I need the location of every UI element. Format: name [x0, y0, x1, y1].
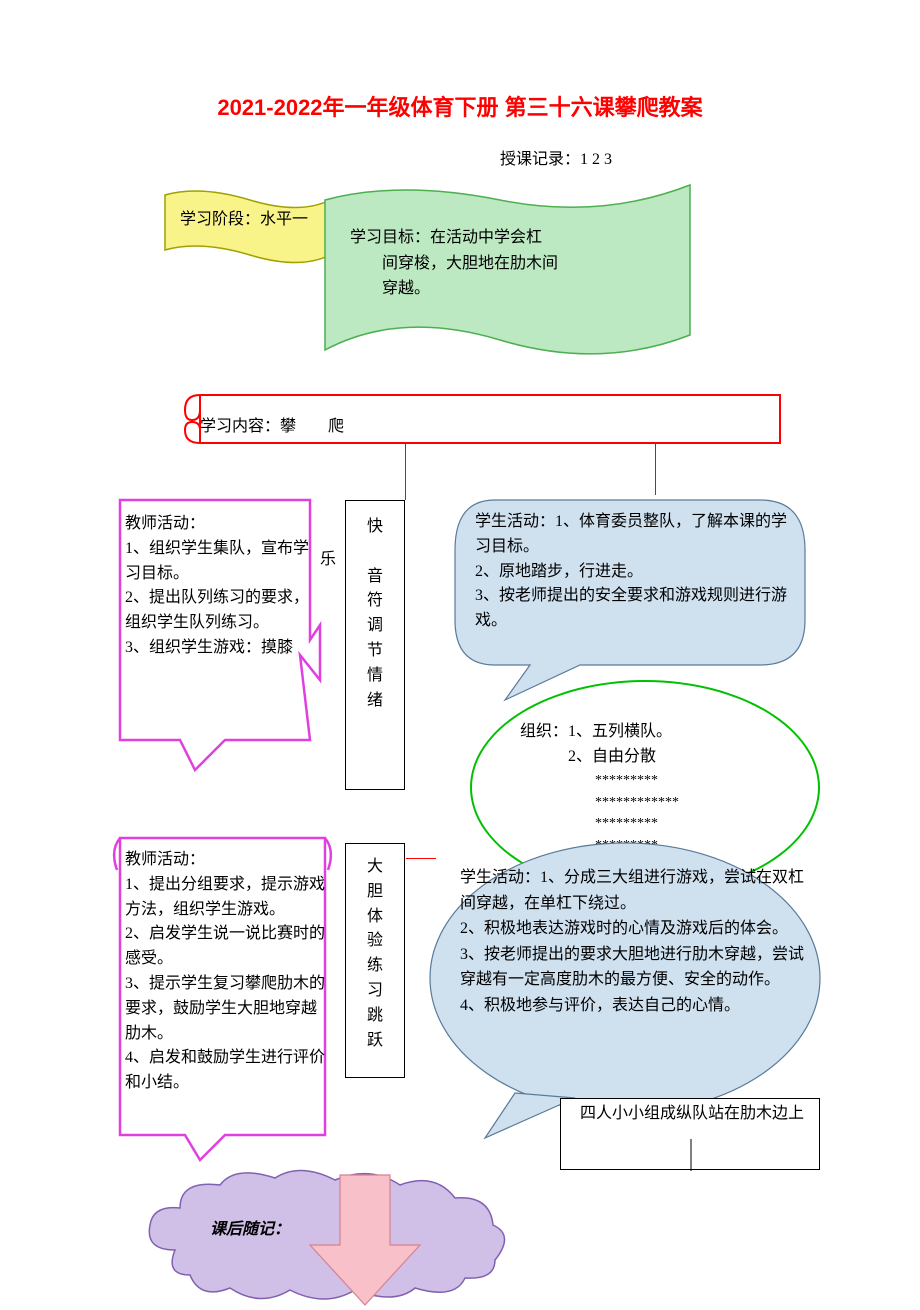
- record-label: 授课记录：1 2 3: [500, 145, 612, 169]
- notes-cloud: [135, 1160, 535, 1310]
- lesson-plan-diagram: 2021-2022年一年级体育下册 第三十六课攀爬教案 授课记录：1 2 3 学…: [0, 0, 920, 1302]
- formation-text: 四人小小组成纵队站在肋木边上: [580, 1102, 810, 1127]
- connector: [405, 443, 406, 500]
- org-text: 组织：1、五列横队。 2、自由分散: [520, 720, 800, 770]
- teacher2-text: 教师活动： 1、提出分组要求，提示游戏方法，组织学生游戏。 2、启发学生说一说比…: [125, 848, 330, 1096]
- goal-text: 学习目标：在活动中学会杠 间穿梭，大胆地在肋木间 穿越。: [350, 225, 610, 302]
- center1-text: 快 音 符 调 节 情 绪: [367, 515, 387, 713]
- teacher1-text: 教师活动： 1、组织学生集队，宣布学习目标。 2、提出队列练习的要求，组织学生队…: [125, 512, 310, 661]
- content-label: 学习内容：攀 爬: [200, 412, 344, 436]
- stage-text: 学习阶段：水平一: [180, 205, 308, 229]
- student1-text: 学生活动：1、体育委员整队，了解本课的学习目标。 2、原地踏步，行进走。 3、按…: [475, 510, 795, 634]
- center2-text: 大 胆 体 验 练 习 跳 跃: [367, 855, 387, 1053]
- notes-label: 课后随记：: [210, 1215, 290, 1239]
- page-title: 2021-2022年一年级体育下册 第三十六课攀爬教案: [0, 90, 920, 122]
- student2-text: 学生活动：1、分成三大组进行游戏，尝试在双杠间穿越，在单杠下绕过。 2、积极地表…: [460, 865, 810, 1019]
- stage-flag: [160, 185, 340, 305]
- connector: [655, 443, 656, 495]
- center-left-char: 乐: [320, 545, 336, 569]
